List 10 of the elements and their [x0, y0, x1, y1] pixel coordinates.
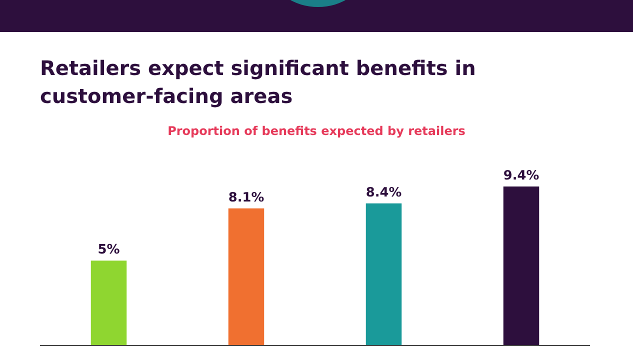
bar [503, 186, 540, 345]
bar [90, 260, 127, 345]
chart-subtitle: Proportion of benefits expected by retailers [166, 124, 466, 138]
data-label: 8.1% [228, 190, 264, 206]
data-label: 9.4% [503, 168, 540, 184]
bar [228, 208, 264, 345]
data-label: 8.4% [366, 185, 402, 200]
data-label: 5% [98, 242, 120, 258]
chart-title: Retailers expect significant benefits in customer-facing areas [40, 55, 477, 110]
bar [366, 203, 402, 345]
